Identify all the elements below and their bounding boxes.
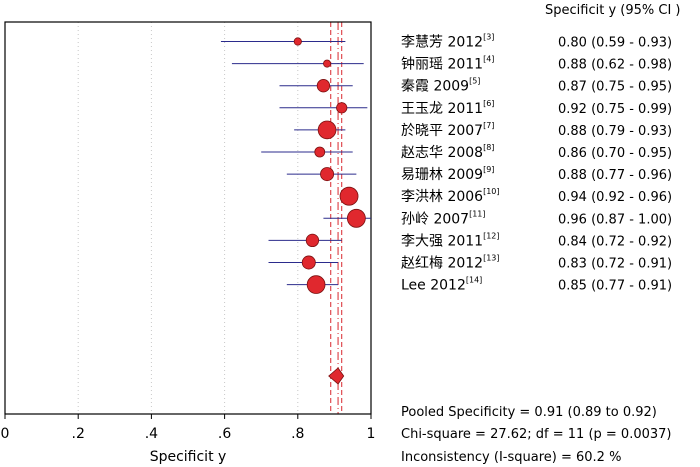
study-ci-value: 0.80 (0.59 - 0.93) xyxy=(558,36,672,51)
study-label: 钟丽瑶 2011[4] xyxy=(401,55,494,73)
study-reference: [3] xyxy=(483,33,494,42)
inconsistency-text: Inconsistency (I-square) = 60.2 % xyxy=(401,450,621,465)
point-estimate xyxy=(346,208,366,228)
study-label: 李洪林 2006[10] xyxy=(401,187,500,205)
point-estimate xyxy=(339,186,359,206)
study-ci-value: 0.96 (0.87 - 1.00) xyxy=(558,212,672,227)
pooled-specificity-text: Pooled Specificity = 0.91 (0.89 to 0.92) xyxy=(401,405,657,420)
study-ci-value: 0.87 (0.75 - 0.95) xyxy=(558,80,672,95)
study-name: 赵红梅 2012 xyxy=(401,256,483,272)
study-name: Lee 2012 xyxy=(401,278,466,294)
study-label: 赵红梅 2012[13] xyxy=(401,254,500,272)
study-name: 钟丽瑶 2011 xyxy=(401,56,483,73)
study-reference: [10] xyxy=(483,187,499,196)
study-ci-value: 0.94 (0.92 - 0.96) xyxy=(558,190,672,205)
study-reference: [8] xyxy=(483,143,494,152)
point-estimate xyxy=(305,233,320,248)
study-name: 李慧芳 2012 xyxy=(401,34,483,51)
x-tick-label: .2 xyxy=(72,426,85,442)
study-name: 易珊林 2009 xyxy=(401,167,483,183)
pooled-estimate-diamond xyxy=(328,367,345,385)
study-name: 王玉龙 2011 xyxy=(401,101,483,117)
x-tick-label: .6 xyxy=(218,426,231,442)
study-ci-value: 0.86 (0.70 - 0.95) xyxy=(558,146,672,161)
study-label: 王玉龙 2011[6] xyxy=(401,99,494,117)
study-reference: [6] xyxy=(483,99,494,108)
study-ci-value: 0.88 (0.79 - 0.93) xyxy=(558,124,672,139)
study-reference: [5] xyxy=(469,77,480,86)
point-estimate xyxy=(336,102,348,114)
x-axis-label: Specificit y xyxy=(150,449,227,465)
point-estimate xyxy=(301,255,316,270)
study-name: 李洪林 2006 xyxy=(401,189,483,205)
study-reference: [11] xyxy=(469,209,485,218)
study-reference: [14] xyxy=(466,276,482,285)
study-name: 秦霞 2009 xyxy=(401,79,469,95)
chi-square-text: Chi-square = 27.62; df = 11 (p = 0.0037) xyxy=(401,427,672,442)
ci-column-header: Specificit y (95% CI ) xyxy=(545,3,680,18)
study-ci-value: 0.84 (0.72 - 0.92) xyxy=(558,234,672,249)
study-label: 於晓平 2007[7] xyxy=(401,121,494,139)
plot-area xyxy=(5,22,371,414)
study-label: 孙岭 2007[11] xyxy=(401,209,486,227)
study-label: 易珊林 2009[9] xyxy=(401,165,494,183)
study-name: 赵志华 2008 xyxy=(401,145,483,161)
x-tick-label: .4 xyxy=(145,426,158,442)
study-reference: [7] xyxy=(483,121,494,130)
study-label: 李慧芳 2012[3] xyxy=(401,33,494,51)
study-ci-value: 0.85 (0.77 - 0.91) xyxy=(558,279,672,294)
x-tick-label: 0 xyxy=(1,426,10,442)
study-ci-value: 0.88 (0.62 - 0.98) xyxy=(558,58,672,73)
study-name: 孙岭 2007 xyxy=(401,211,469,227)
study-ci-value: 0.83 (0.72 - 0.91) xyxy=(558,257,672,272)
study-label: 李大强 2011[12] xyxy=(401,231,500,249)
point-estimate xyxy=(323,59,332,68)
study-ci-value: 0.92 (0.75 - 0.99) xyxy=(558,102,672,117)
study-label: 赵志华 2008[8] xyxy=(401,143,494,161)
point-estimate xyxy=(306,275,326,294)
study-name: 李大强 2011 xyxy=(401,233,483,249)
point-estimate xyxy=(316,79,331,93)
study-reference: [9] xyxy=(483,165,494,174)
point-estimate xyxy=(317,120,337,140)
point-estimate xyxy=(293,37,302,46)
study-reference: [4] xyxy=(483,55,494,64)
study-name: 於晓平 2007 xyxy=(401,123,483,139)
study-ci-value: 0.88 (0.77 - 0.96) xyxy=(558,168,672,183)
study-reference: [13] xyxy=(483,254,499,263)
point-estimate xyxy=(314,146,326,158)
point-estimate xyxy=(320,167,335,182)
x-tick-label: 1 xyxy=(367,426,376,442)
study-reference: [12] xyxy=(483,231,499,240)
x-tick-label: .8 xyxy=(291,426,304,442)
study-label: 秦霞 2009[5] xyxy=(401,77,480,95)
study-label: Lee 2012[14] xyxy=(401,276,482,294)
